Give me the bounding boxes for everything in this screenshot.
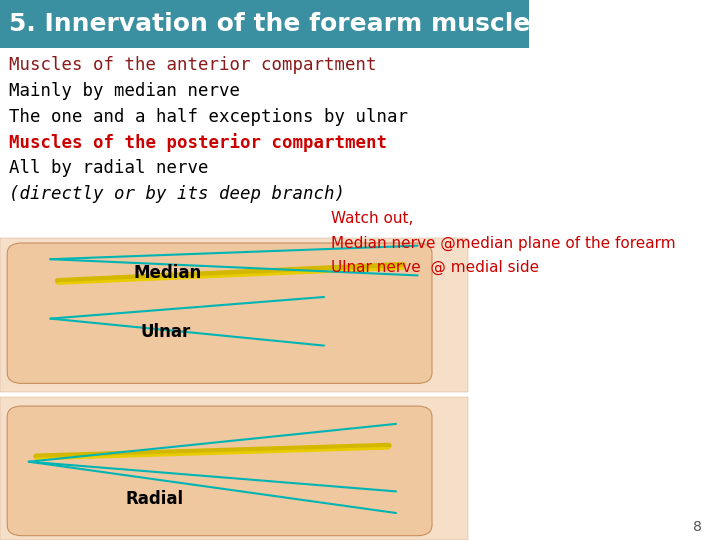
FancyBboxPatch shape bbox=[0, 397, 468, 540]
Text: (directly or by its deep branch): (directly or by its deep branch) bbox=[9, 185, 345, 204]
Text: Muscles of the anterior compartment: Muscles of the anterior compartment bbox=[9, 56, 376, 74]
Text: The one and a half exceptions by ulnar: The one and a half exceptions by ulnar bbox=[9, 107, 408, 126]
Text: Watch out,: Watch out, bbox=[331, 211, 413, 226]
FancyBboxPatch shape bbox=[0, 238, 468, 392]
FancyBboxPatch shape bbox=[7, 243, 432, 383]
Text: Median: Median bbox=[133, 264, 202, 282]
Text: Ulnar: Ulnar bbox=[140, 323, 191, 341]
Text: Ulnar nerve  @ medial side: Ulnar nerve @ medial side bbox=[331, 260, 539, 275]
Text: 8: 8 bbox=[693, 519, 702, 534]
FancyBboxPatch shape bbox=[7, 406, 432, 536]
FancyBboxPatch shape bbox=[0, 0, 529, 48]
Text: Radial: Radial bbox=[126, 490, 184, 509]
Text: Muscles of the posterior compartment: Muscles of the posterior compartment bbox=[9, 133, 387, 152]
Text: 5. Innervation of the forearm muscles?: 5. Innervation of the forearm muscles? bbox=[9, 12, 559, 36]
Text: All by radial nerve: All by radial nerve bbox=[9, 159, 208, 178]
Text: Median nerve @median plane of the forearm: Median nerve @median plane of the forear… bbox=[331, 235, 676, 251]
Text: Mainly by median nerve: Mainly by median nerve bbox=[9, 82, 240, 100]
